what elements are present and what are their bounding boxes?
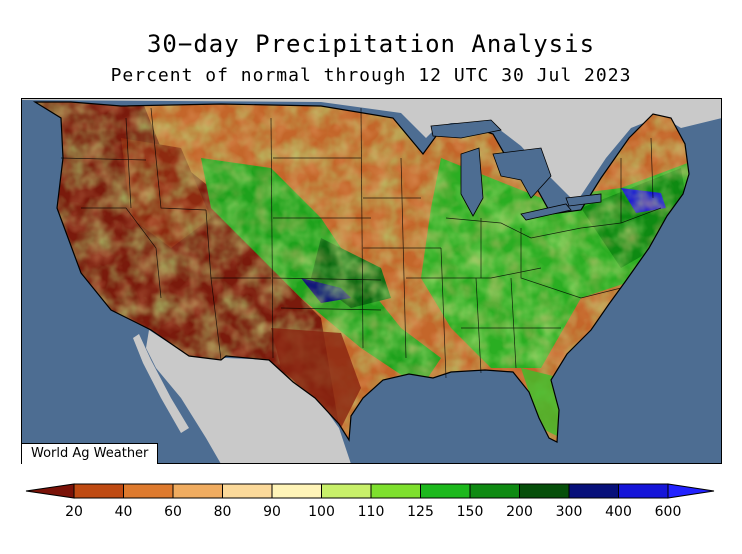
legend-swatch xyxy=(420,483,471,499)
baja xyxy=(133,334,189,433)
legend-swatch xyxy=(370,483,421,499)
legend-label: 200 xyxy=(506,504,533,520)
legend-label: 125 xyxy=(407,504,434,520)
legend-swatch xyxy=(172,483,223,499)
legend-swatch xyxy=(123,483,174,499)
legend-arrow-high xyxy=(667,483,715,499)
map-title: 30−day Precipitation Analysis xyxy=(146,30,596,58)
state-boundaries xyxy=(60,107,662,379)
precipitation-map xyxy=(21,98,722,464)
legend-swatch xyxy=(519,483,570,499)
legend-swatch xyxy=(618,483,669,499)
great-lakes xyxy=(430,119,602,221)
map-subtitle: Percent of normal through 12 UTC 30 Jul … xyxy=(110,65,632,86)
legend-label: 100 xyxy=(308,504,335,520)
legend-label: 80 xyxy=(214,504,232,520)
legend-label: 90 xyxy=(263,504,281,520)
legend-label: 300 xyxy=(556,504,583,520)
credit-label: World Ag Weather xyxy=(22,443,159,464)
legend-label: 40 xyxy=(115,504,133,520)
legend-swatch xyxy=(469,483,520,499)
legend-arrow-low xyxy=(25,483,75,499)
legend-swatch xyxy=(73,483,124,499)
legend-label: 60 xyxy=(164,504,182,520)
legend-swatch xyxy=(568,483,619,499)
legend-swatch xyxy=(271,483,322,499)
mexico xyxy=(146,330,351,464)
legend-label: 150 xyxy=(457,504,484,520)
canada xyxy=(21,98,722,203)
legend-swatch xyxy=(321,483,372,499)
legend-swatch xyxy=(222,483,273,499)
legend-label: 600 xyxy=(655,504,682,520)
color-legend: 20 40 60 80 90 100 110 125 150 200 300 400 600 xyxy=(25,483,715,520)
legend-label: 110 xyxy=(358,504,385,520)
legend-label: 20 xyxy=(65,504,83,520)
legend-label: 400 xyxy=(605,504,632,520)
